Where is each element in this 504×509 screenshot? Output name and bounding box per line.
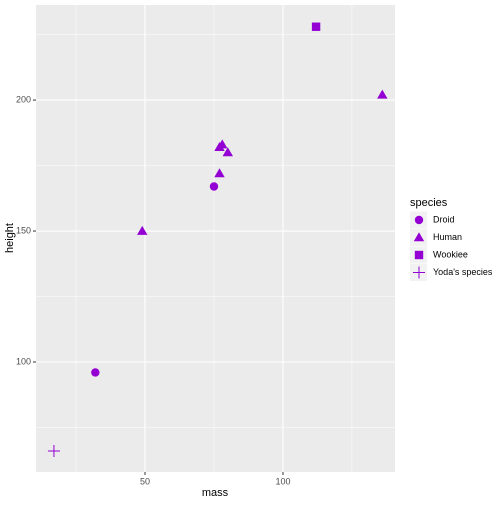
y-tick-label: 100 [16,356,31,366]
x-axis-label: mass [202,487,229,499]
legend-label: Yoda's species [433,267,493,277]
point [217,139,228,149]
legend-label: Human [433,232,462,242]
y-tick-label: 200 [16,94,31,104]
x-tick-label: 50 [140,476,150,486]
legend-key [413,266,425,279]
legend-key [414,250,424,260]
x-tick-label: 100 [275,476,290,486]
point [214,168,225,178]
point [222,147,233,157]
point [209,182,219,191]
legend-key [413,232,425,242]
point [311,22,321,31]
point [377,89,388,99]
legend-key [414,215,424,225]
panel [36,5,395,472]
point [91,368,100,377]
legend-label: Droid [433,214,455,224]
point [47,445,60,458]
y-axis-label: height [4,223,16,253]
legend-label: Wookiee [433,249,468,259]
point [137,225,148,235]
legend-title: species [410,197,448,209]
y-tick-label: 150 [16,225,31,235]
